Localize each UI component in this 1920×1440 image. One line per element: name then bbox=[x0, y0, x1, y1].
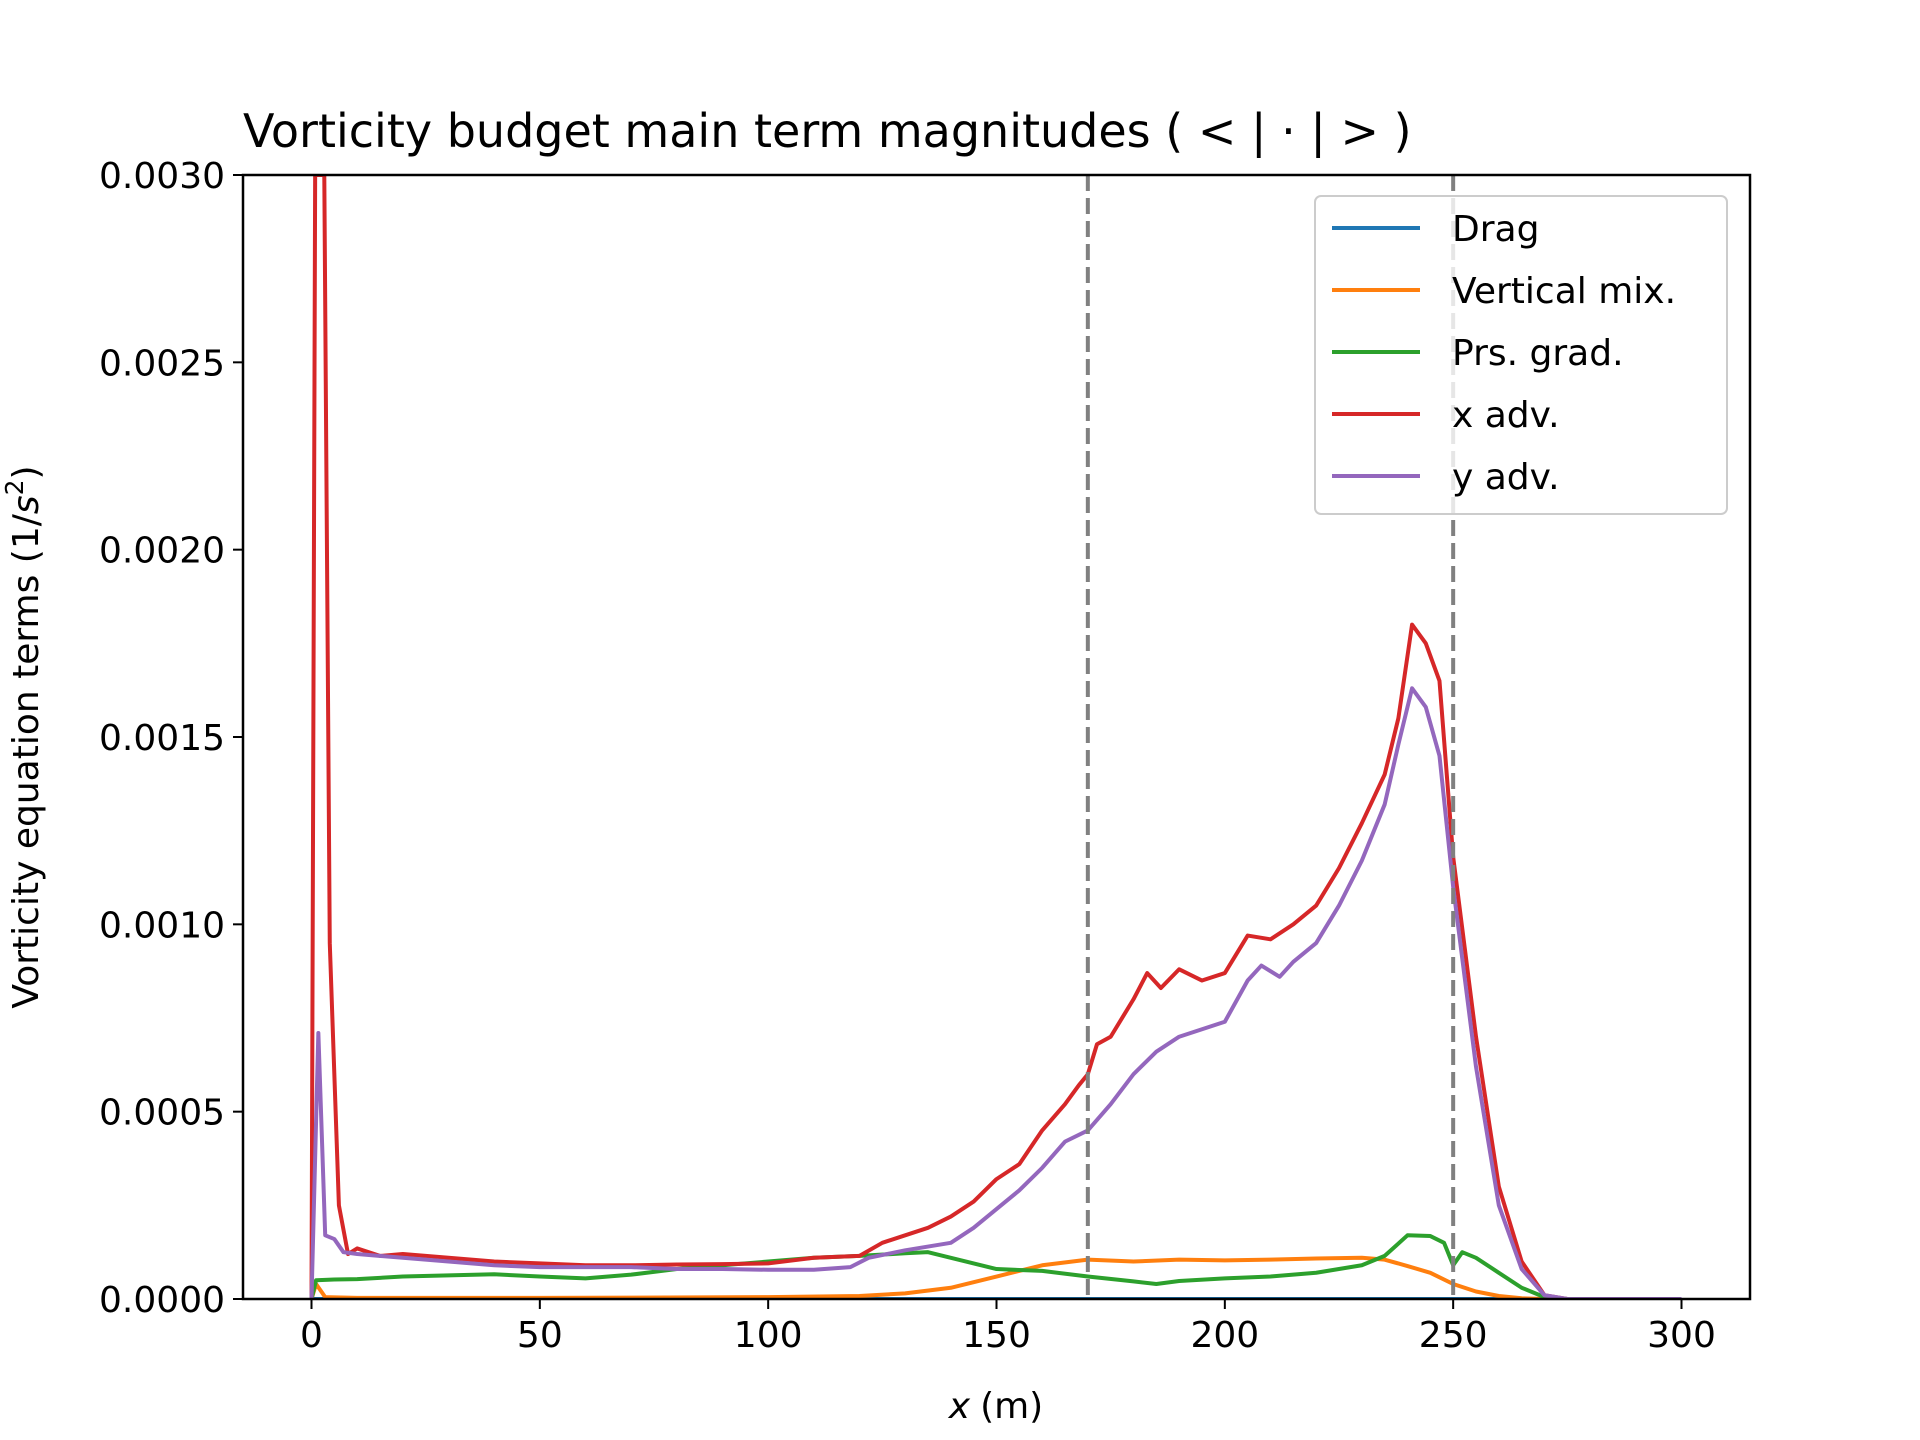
x-tick-label-2: 100 bbox=[734, 1315, 803, 1356]
y-axis-label: Vorticity equation terms (1/s2) bbox=[0, 465, 47, 1008]
legend-box bbox=[1314, 195, 1728, 515]
legend-label-3: x adv. bbox=[1452, 395, 1560, 436]
y-tick-label-3: 0.0015 bbox=[99, 718, 225, 759]
y-tick-label-2: 0.0010 bbox=[99, 905, 225, 946]
y-tick-label-1: 0.0005 bbox=[99, 1093, 225, 1134]
y-axis-label-end: ) bbox=[6, 465, 47, 479]
x-tick-label-4: 200 bbox=[1190, 1315, 1259, 1356]
series-line-4 bbox=[309, 686, 1682, 1299]
legend-label-4: y adv. bbox=[1452, 457, 1560, 498]
y-axis-label-exponent: 2 bbox=[0, 479, 29, 495]
x-tick-label-3: 150 bbox=[962, 1315, 1031, 1356]
legend-label-0: Drag bbox=[1452, 209, 1539, 250]
x-tick-label-0: 0 bbox=[300, 1315, 323, 1356]
y-axis-label-variable: s bbox=[6, 495, 47, 514]
x-axis-label: x (m) bbox=[948, 1386, 1043, 1427]
y-tick-label-4: 0.0020 bbox=[99, 531, 225, 572]
y-axis-label-main: Vorticity equation terms (1/ bbox=[6, 513, 47, 1008]
y-tick-label-0: 0.0000 bbox=[99, 1280, 225, 1321]
legend-label-1: Vertical mix. bbox=[1452, 271, 1676, 312]
y-tick-label-6: 0.0030 bbox=[99, 156, 225, 197]
y-axis: 0.0000 0.0005 0.0010 0.0015 0.0020 0.0025 0.00… bbox=[99, 156, 243, 1321]
x-axis-variable: x bbox=[948, 1386, 971, 1427]
x-tick-label-6: 300 bbox=[1647, 1315, 1716, 1356]
x-tick-label-5: 250 bbox=[1419, 1315, 1488, 1356]
legend-label-2: Prs. grad. bbox=[1452, 333, 1624, 374]
chart-title: Vorticity budget main term magnitudes ( … bbox=[243, 104, 1412, 159]
y-tick-label-5: 0.0025 bbox=[99, 343, 225, 384]
series-line-1 bbox=[309, 1255, 1682, 1299]
legend: Drag Vertical mix. Prs. grad. x adv. y adv. bbox=[1314, 195, 1728, 515]
x-axis-unit: (m) bbox=[980, 1386, 1043, 1427]
series-group bbox=[309, 175, 1682, 1299]
series-line-3 bbox=[309, 175, 1682, 1299]
x-axis: 0 50 100 150 200 250 300 bbox=[300, 1299, 1716, 1356]
x-tick-label-1: 50 bbox=[517, 1315, 563, 1356]
series-line-2 bbox=[309, 1233, 1682, 1299]
